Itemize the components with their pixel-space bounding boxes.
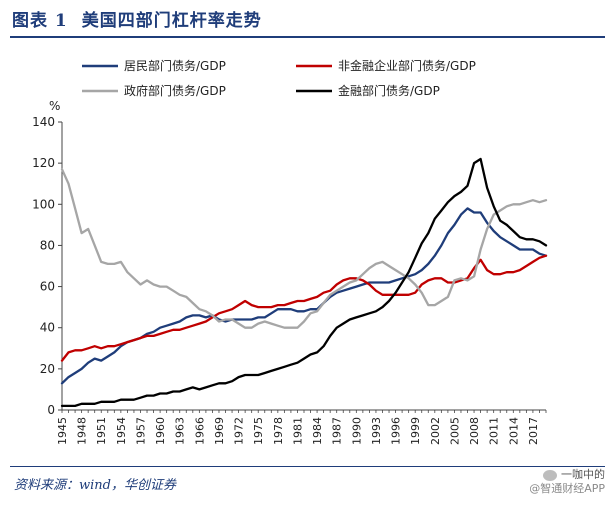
legend-label: 政府部门债务/GDP [124,83,226,98]
corporate-debt-line [60,254,548,362]
x-tick-label: 1960 [154,417,167,445]
figure-number: 图表 1 [12,11,68,31]
watermark-account: 一咖中的 [561,468,605,481]
x-tick-label: 2002 [429,417,442,445]
x-tick-label: 1969 [213,417,226,445]
x-tick-label: 1951 [95,417,108,445]
x-tick-label: 1945 [56,417,69,445]
x-tick-label: 1984 [311,417,324,445]
x-tick-label: 1972 [233,417,246,445]
legend: 居民部门债务/GDP 非金融企业部门债务/GDP 政府部门债务/GDP 金融部门债务/… [82,58,476,98]
watermark: 一咖中的 @智通财经APP [529,468,605,496]
x-tick-label: 1954 [115,417,128,445]
legend-label: 居民部门债务/GDP [124,58,226,73]
figure-title: 美国四部门杠杆率走势 [81,11,262,31]
source-note: 资料来源：wind，华创证券 [14,478,176,493]
y-axis-unit: % [49,99,60,113]
x-tick-label: 1975 [252,417,265,445]
title-rule [10,36,605,38]
y-tick-label: 40 [40,321,55,335]
x-tick-label: 1948 [76,417,89,445]
x-tick-label: 1957 [134,417,147,445]
series-lines [60,157,548,408]
y-tick-label: 60 [40,280,55,294]
y-tick-label: 80 [40,238,55,252]
wechat-icon [543,469,557,481]
x-tick-label: 1981 [291,417,304,445]
y-tick-label: 20 [40,362,55,376]
y-tick-label: 120 [32,156,55,170]
x-tick-label: 1966 [193,417,206,445]
x-tick-label: 1996 [390,417,403,445]
y-tick-label: 140 [32,115,55,129]
x-tick-label: 1990 [350,417,363,445]
financial-debt-line [60,157,548,408]
legend-label: 非金融企业部门债务/GDP [338,58,476,73]
x-axis: 1945 1948 1951 1954 1957 1960 1963 1966 1969 1972… [56,409,547,445]
x-tick-label: 1993 [370,417,383,445]
watermark-site: @智通财经APP [529,482,605,495]
x-tick-label: 2005 [448,417,461,445]
government-debt-line [60,168,548,329]
footer-rule [10,466,605,467]
x-tick-label: 2017 [527,417,540,445]
x-tick-label: 1963 [174,417,187,445]
x-tick-label: 2008 [468,417,481,445]
household-debt-line [60,207,548,385]
chart-title: 图表 1 美国四部门杠杆率走势 [12,6,262,31]
y-axis: 0 20 40 60 80 100 120 140 [32,115,63,417]
line-chart: 居民部门债务/GDP 非金融企业部门债务/GDP 政府部门债务/GDP 金融部门债务/… [32,58,548,445]
x-tick-label: 1999 [409,417,422,445]
x-tick-label: 2011 [488,417,501,445]
x-tick-label: 1978 [272,417,285,445]
x-tick-label: 2014 [507,417,520,445]
y-tick-label: 100 [32,197,55,211]
x-tick-label: 1987 [331,417,344,445]
legend-label: 金融部门债务/GDP [338,83,440,98]
y-tick-label: 0 [47,403,55,417]
